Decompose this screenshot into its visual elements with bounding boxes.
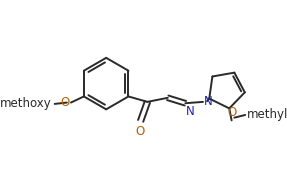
Text: methyl: methyl [247, 108, 287, 121]
Text: methoxy: methoxy [0, 97, 51, 110]
Text: O: O [135, 125, 145, 138]
Text: O: O [227, 106, 236, 119]
Text: N: N [186, 105, 195, 118]
Text: N: N [204, 95, 212, 108]
Text: O: O [60, 96, 70, 109]
